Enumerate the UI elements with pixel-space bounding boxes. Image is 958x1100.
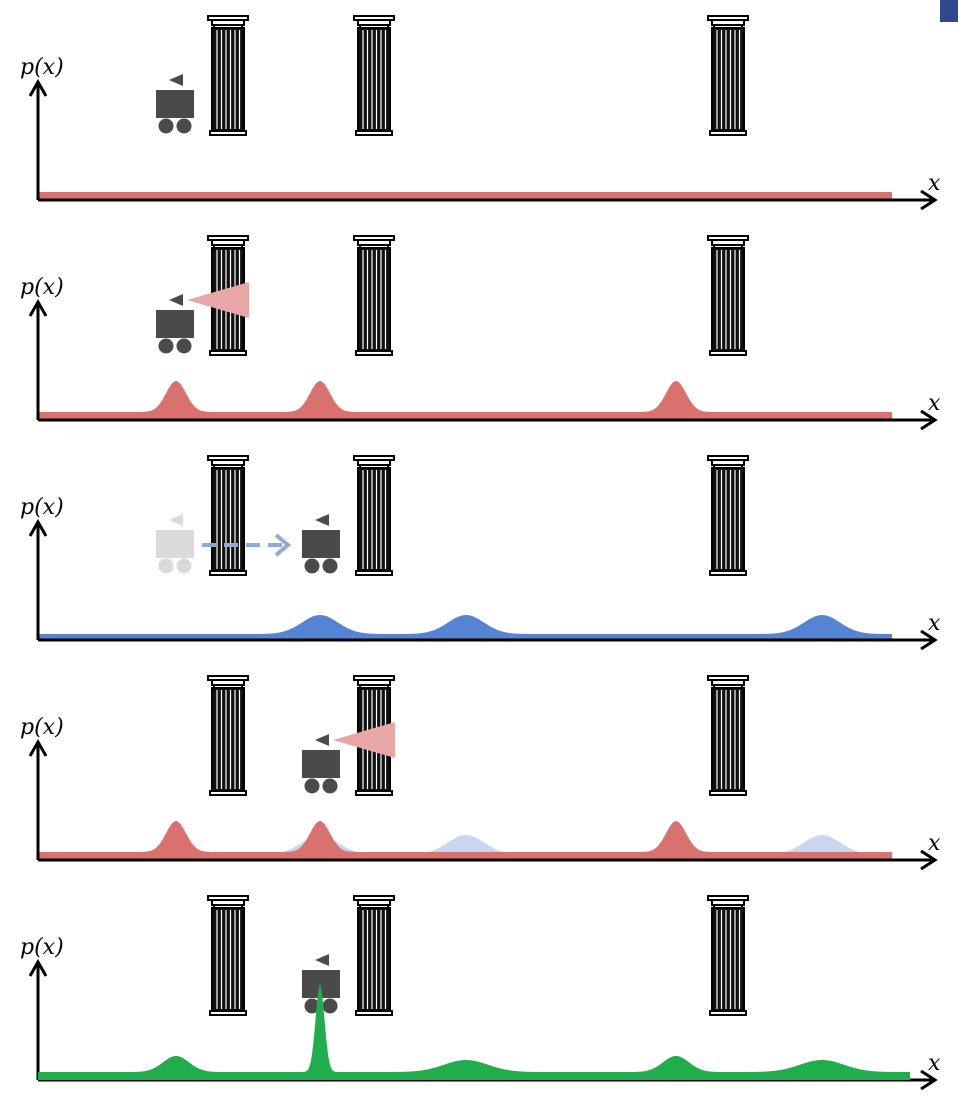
y-axis-label: p(x) [20, 55, 64, 80]
sensor-cone-icon [187, 282, 249, 318]
robot-icon [302, 734, 340, 794]
belief-curve [38, 985, 910, 1080]
belief-curve [38, 381, 892, 420]
x-axis-arrow [920, 849, 938, 871]
x-axis-arrow [920, 189, 938, 211]
sensor-cone-icon [333, 722, 395, 758]
y-axis-arrow [28, 78, 48, 97]
column-icon [353, 15, 395, 136]
belief-curve [38, 615, 892, 640]
y-axis-arrow [28, 958, 48, 977]
x-axis-label: x [928, 171, 941, 196]
belief-curve [38, 192, 892, 200]
y-axis-label: p(x) [20, 935, 64, 960]
column-icon [353, 235, 395, 356]
panels-layer: p(x) x p(x) x p(x) x p(x) x p(x) x [20, 15, 941, 1091]
motion-arrowhead-icon [274, 533, 292, 557]
y-axis-label: p(x) [20, 275, 64, 300]
column-icon [207, 455, 249, 576]
column-icon [707, 675, 749, 796]
panel-first-measurement: p(x) x [20, 235, 941, 431]
column-icon [707, 895, 749, 1016]
robot-icon [156, 294, 194, 354]
x-axis-arrow [920, 1069, 938, 1091]
panel-initial-uniform-belief: p(x) x [20, 15, 941, 211]
panel-motion-update: p(x) x [20, 455, 941, 651]
column-icon [207, 895, 249, 1016]
column-icon [207, 675, 249, 796]
column-icon [707, 15, 749, 136]
panel-second-measurement: p(x) x [20, 675, 941, 871]
robot-icon [302, 514, 340, 574]
column-icon [353, 895, 395, 1016]
corner-mark [940, 0, 958, 22]
column-icon [207, 15, 249, 136]
robot-icon [156, 514, 194, 574]
belief-curve [38, 821, 892, 860]
prior-belief-curve [38, 835, 892, 860]
y-axis-label: p(x) [20, 715, 64, 740]
robot-icon [156, 74, 194, 134]
x-axis-label: x [928, 611, 941, 636]
x-axis-arrow [920, 629, 938, 651]
x-axis-label: x [928, 1051, 941, 1076]
y-axis-arrow [28, 298, 48, 317]
y-axis-label: p(x) [20, 495, 64, 520]
panel-posterior-belief: p(x) x [20, 895, 941, 1091]
x-axis-label: x [928, 831, 941, 856]
column-icon [353, 455, 395, 576]
column-icon [707, 235, 749, 356]
column-icon [707, 455, 749, 576]
x-axis-label: x [928, 391, 941, 416]
y-axis-arrow [28, 518, 48, 537]
x-axis-arrow [920, 409, 938, 431]
y-axis-arrow [28, 738, 48, 757]
